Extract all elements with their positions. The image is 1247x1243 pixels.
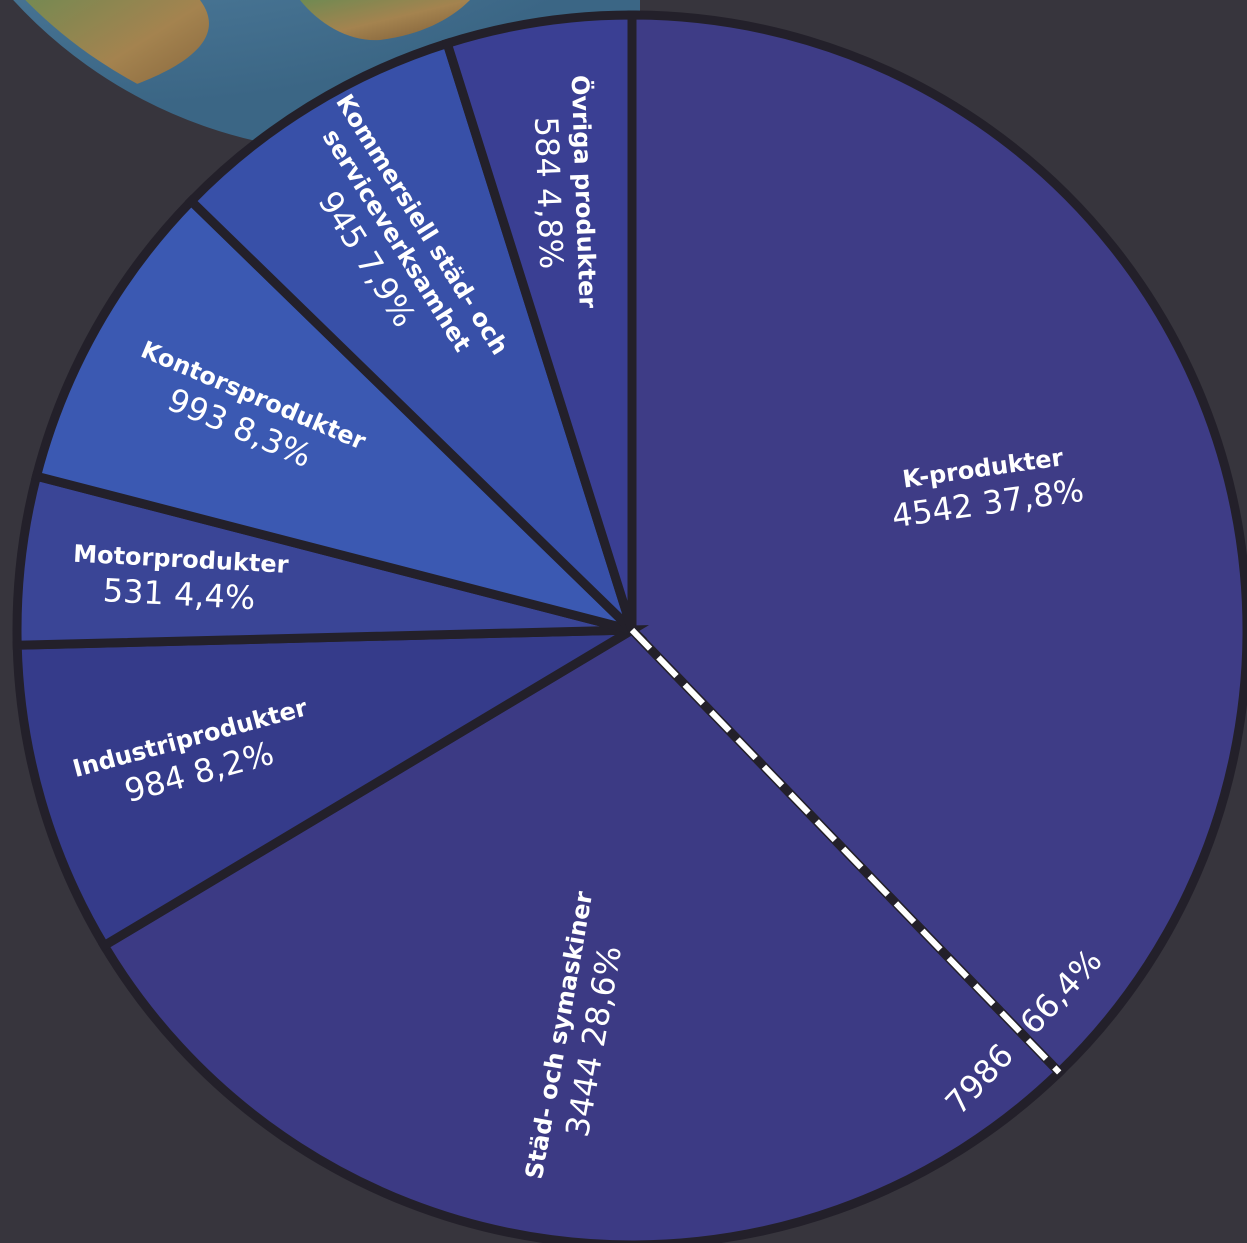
pie-slice [184,37,637,634]
globe-land-island [0,139,136,140]
pie-slice [31,194,648,639]
globe-land-north [300,0,470,41]
group-dashed-line [629,627,1062,1075]
pie-slice [627,10,1247,1079]
pie-slice [98,624,1066,1243]
pie-slices [12,10,1247,1243]
slice-value-label: 584 4,8% [527,116,570,270]
slice-value-label: 531 4,4% [102,571,256,617]
pie-slice [12,625,649,952]
pie-slice [441,10,637,632]
